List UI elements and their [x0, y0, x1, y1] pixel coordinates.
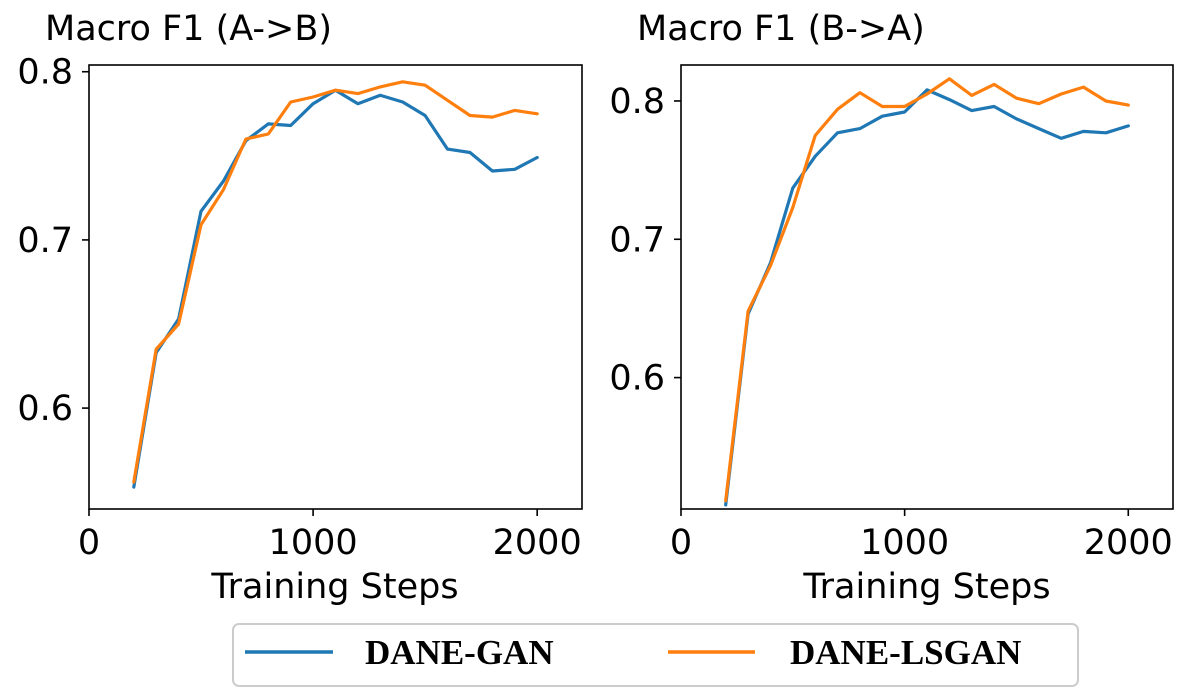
- y-tick-label: 0.6: [609, 359, 665, 399]
- legend: DANE-GAN DANE-LSGAN: [232, 623, 1079, 687]
- chart-title: Macro F1 (B->A): [637, 9, 925, 49]
- x-axis-label: Training Steps: [210, 567, 458, 607]
- panel-a-to-b: Macro F1 (A->B) 0.6 0.7 0.8 0 1000 2000 Trainin…: [17, 9, 583, 607]
- plot-frame: [88, 64, 583, 510]
- series-line-dane-gan: [132, 88, 539, 489]
- x-axis-label: Training Steps: [802, 567, 1050, 607]
- x-tick-label: 1000: [860, 523, 949, 563]
- y-tick-label: 0.8: [609, 82, 665, 122]
- legend-label-dane-lsgan: DANE-LSGAN: [790, 633, 1021, 672]
- y-tick-label: 0.7: [609, 220, 665, 260]
- panel-b-to-a: Macro F1 (B->A) 0.6 0.7 0.8 0 1000 2000 Trainin…: [609, 9, 1174, 607]
- x-tick-label: 2000: [493, 523, 582, 563]
- legend-label-dane-gan: DANE-GAN: [365, 633, 554, 672]
- x-tick-label: 1000: [269, 523, 358, 563]
- x-tick-label: 2000: [1084, 523, 1173, 563]
- x-tick-label: 0: [78, 523, 100, 563]
- y-tick-label: 0.6: [17, 389, 73, 429]
- series-line-dane-lsgan: [132, 80, 539, 484]
- series-line-dane-gan: [724, 88, 1130, 507]
- plot-frame: [680, 64, 1174, 510]
- chart-title: Macro F1 (A->B): [45, 9, 332, 49]
- y-tick-label: 0.7: [17, 221, 73, 261]
- y-tick-label: 0.8: [17, 53, 73, 93]
- legend-frame: [232, 623, 1079, 687]
- series-line-dane-lsgan: [724, 77, 1130, 503]
- x-tick-label: 0: [670, 523, 692, 563]
